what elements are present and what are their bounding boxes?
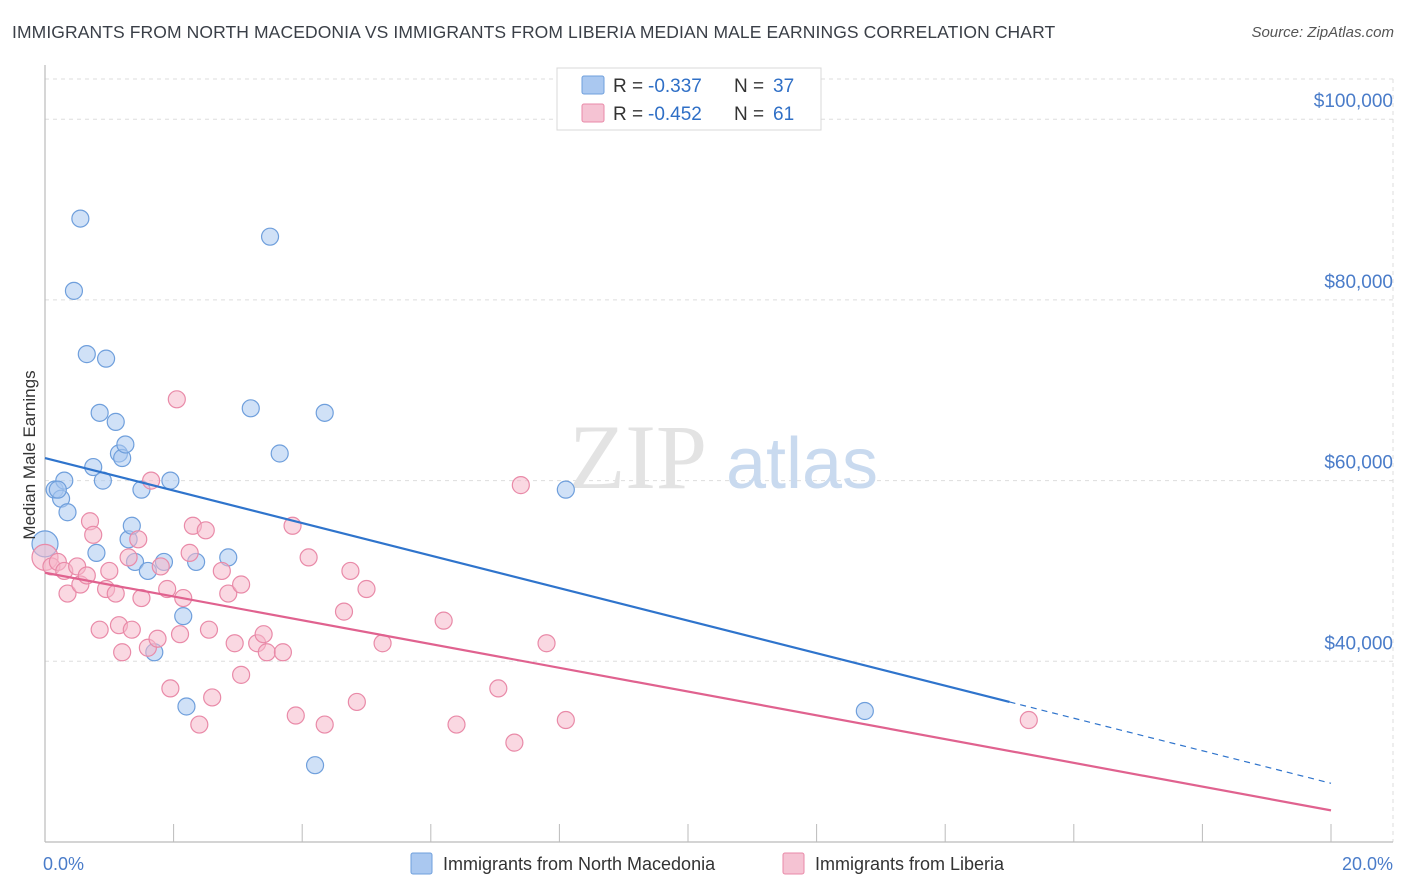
trend-line-extension-blue [1009,701,1332,784]
data-point-pink [334,602,354,621]
data-point-pink [196,521,215,540]
data-point-blue [87,543,106,562]
trend-line-pink [44,571,1332,812]
data-point-pink [347,692,366,712]
data-point-pink [447,715,466,734]
data-point-pink [232,665,251,684]
data-point-pink [505,733,524,752]
legend-n-label-blue: N = [734,76,764,97]
data-point-pink [199,620,219,639]
legend-n-value-pink: 61 [773,104,794,125]
data-point-pink [212,561,231,581]
data-point-pink [556,710,575,730]
legend-r-label-pink: R = [613,104,643,125]
data-point-pink [434,611,453,630]
data-point-blue [305,756,325,775]
data-point-pink [113,643,132,662]
data-point-pink [161,679,180,698]
data-point-pink [257,643,276,662]
data-point-pink [511,476,530,495]
data-point-pink [225,634,244,653]
watermark-zip: ZIP [569,406,707,508]
grid-layer [45,78,1394,842]
points-layer [31,209,1038,775]
x-tick-label: 20.0% [1342,854,1393,874]
data-point-pink [286,706,305,725]
data-point-pink [341,561,360,581]
y-tick-label: $40,000 [1324,633,1393,654]
data-point-pink [537,634,556,653]
data-point-pink [58,584,77,603]
data-point-pink [151,557,170,576]
legend-r-label-blue: R = [613,76,643,97]
data-point-blue [174,607,193,626]
data-point-blue [315,403,334,422]
y-tick-label: $60,000 [1324,453,1393,474]
source-label: Source: ZipAtlas.com [1251,24,1394,41]
data-point-pink [1019,710,1038,730]
data-point-blue [48,480,67,499]
data-point-blue [260,227,280,246]
trend-line-blue [44,456,1010,704]
chart-title: IMMIGRANTS FROM NORTH MACEDONIA VS IMMIG… [12,22,1056,42]
data-point-blue [855,701,874,721]
data-point-pink [232,575,251,594]
data-point-pink [315,715,334,734]
data-point-blue [106,412,125,431]
data-point-blue [270,444,289,463]
legend-n-value-blue: 37 [773,76,794,97]
data-point-pink [273,643,293,662]
data-point-pink [119,548,138,567]
data-point-pink [190,715,209,734]
series-legend-swatch-blue [410,852,433,875]
data-point-pink [129,530,148,549]
data-point-blue [77,345,96,364]
data-point-blue [71,209,90,228]
data-point-pink [180,543,199,562]
data-point-pink [299,548,318,567]
data-point-blue [241,399,260,418]
series-legend-label-pink: Immigrants from Liberia [815,854,1005,874]
legend-r-value-blue: -0.337 [648,76,702,97]
axes-layer: $40,000 $60,000 $80,000 $100,000 0.0% 20.0% [43,65,1393,874]
watermark-atlas: atlas [726,424,878,504]
trend-layer [44,456,1332,812]
data-point-pink [170,625,190,644]
y-tick-label: $80,000 [1324,272,1393,293]
x-tick-label: 0.0% [43,854,84,874]
data-point-pink [158,579,177,599]
data-point-blue [58,503,77,522]
y-tick-label: $100,000 [1314,91,1393,112]
data-point-pink [489,679,508,698]
data-point-blue [161,471,180,490]
data-point-pink [167,390,186,409]
legend-r-value-pink: -0.452 [648,104,702,125]
legend-box: R = -0.337 N = 37 R = -0.452 N = 61 [556,67,822,131]
legend-n-label-pink: N = [734,104,764,125]
series-legend-swatch-pink [782,852,805,875]
data-point-blue [96,349,116,368]
watermark: ZIP atlas [569,406,878,508]
data-point-pink [100,561,119,581]
data-point-pink [203,688,222,707]
data-point-blue [177,697,196,716]
data-point-blue [90,403,109,422]
data-point-blue [64,281,84,300]
data-point-pink [84,525,103,544]
data-point-pink [219,584,238,603]
series-legend: Immigrants from North Macedonia Immigran… [410,852,1005,875]
legend-swatch-pink [581,103,605,123]
data-point-pink [254,625,273,644]
series-legend-label-blue: Immigrants from North Macedonia [443,854,716,874]
legend-swatch-blue [581,75,605,95]
data-point-pink [90,620,109,639]
data-point-pink [148,629,167,648]
data-point-pink [122,620,141,639]
y-axis-title: Median Male Earnings [20,370,39,539]
data-point-blue [556,480,575,499]
data-point-blue [116,435,135,454]
data-point-pink [357,579,376,599]
